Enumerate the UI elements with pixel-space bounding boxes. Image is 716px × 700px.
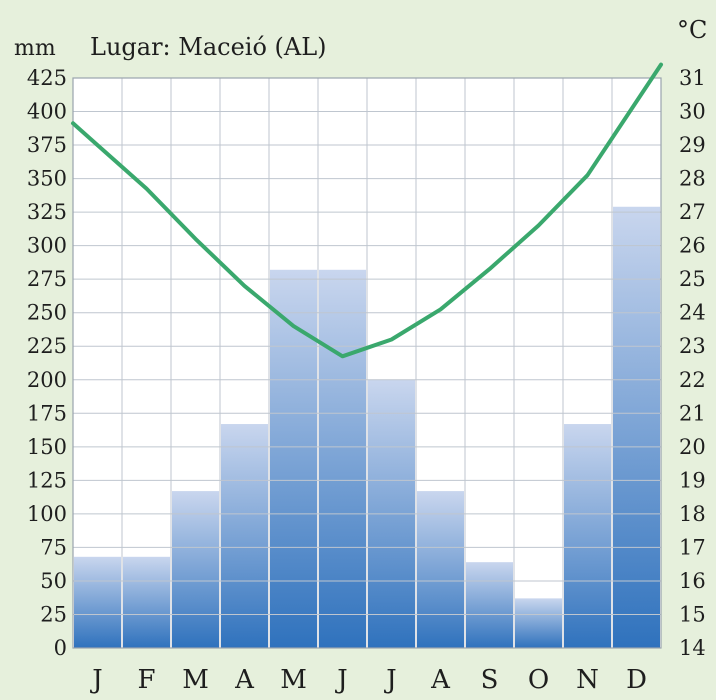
month-tick-label: M xyxy=(280,665,307,695)
left-tick-label: 250 xyxy=(27,301,67,325)
left-tick-label: 425 xyxy=(27,66,67,90)
left-tick-label: 25 xyxy=(40,602,67,626)
left-axis-unit: mm xyxy=(14,36,56,61)
left-tick-label: 0 xyxy=(54,636,67,660)
precipitation-bars xyxy=(74,206,660,649)
precipitation-bar xyxy=(613,206,660,649)
month-tick-label: A xyxy=(234,665,255,695)
right-tick-label: 31 xyxy=(679,66,706,90)
left-tick-label: 400 xyxy=(27,100,67,124)
temperature-line xyxy=(71,62,663,359)
month-tick-label: N xyxy=(576,665,599,695)
month-tick-label: J xyxy=(383,665,396,695)
right-tick-label: 14 xyxy=(679,636,706,660)
month-tick-label: S xyxy=(481,665,499,695)
right-tick-label: 24 xyxy=(679,301,706,325)
left-tick-label: 350 xyxy=(27,167,67,191)
left-tick-label: 100 xyxy=(27,502,67,526)
right-tick-label: 17 xyxy=(679,535,706,559)
precipitation-bar xyxy=(221,424,268,648)
precipitation-bar xyxy=(319,269,366,648)
right-tick-label: 19 xyxy=(679,468,706,492)
right-axis-unit: °C xyxy=(677,16,707,44)
left-tick-label: 325 xyxy=(27,200,67,224)
precipitation-bar xyxy=(172,491,219,648)
month-tick-label: A xyxy=(430,665,451,695)
precipitation-bar xyxy=(417,491,464,648)
month-tick-label: F xyxy=(137,665,155,695)
right-tick-label: 22 xyxy=(679,368,706,392)
left-tick-label: 125 xyxy=(27,468,67,492)
right-tick-label: 29 xyxy=(679,133,706,157)
left-tick-label: 300 xyxy=(27,234,67,258)
right-tick-label: 20 xyxy=(679,435,706,459)
left-tick-label: 75 xyxy=(40,535,67,559)
precipitation-bar xyxy=(515,598,562,648)
right-tick-label: 23 xyxy=(679,334,706,358)
left-tick-label: 225 xyxy=(27,334,67,358)
right-tick-label: 27 xyxy=(679,200,706,224)
left-axis-ticks: 4254003753503253002752502252001751501251… xyxy=(27,66,67,660)
right-tick-label: 26 xyxy=(679,234,706,258)
left-tick-label: 50 xyxy=(40,569,67,593)
right-tick-label: 21 xyxy=(679,401,706,425)
left-tick-label: 175 xyxy=(27,401,67,425)
right-tick-label: 30 xyxy=(679,100,706,124)
right-axis-ticks: 31 30 29 28 27 26 25 24 23 22 21 20 19 18 17 16 15 14 xyxy=(679,66,706,660)
right-tick-label: 16 xyxy=(679,569,706,593)
month-tick-label: J xyxy=(334,665,347,695)
month-tick-label: M xyxy=(182,665,209,695)
grid-lines xyxy=(73,78,661,648)
precipitation-bar xyxy=(564,424,611,648)
precipitation-bar xyxy=(123,556,170,648)
left-tick-label: 150 xyxy=(27,435,67,459)
plot-border xyxy=(72,77,662,649)
left-tick-label: 275 xyxy=(27,267,67,291)
precipitation-bar xyxy=(270,269,317,648)
right-tick-label: 25 xyxy=(679,267,706,291)
right-tick-label: 15 xyxy=(679,602,706,626)
right-tick-label: 28 xyxy=(679,167,706,191)
month-tick-label: O xyxy=(528,665,549,695)
precipitation-bar xyxy=(466,562,513,648)
month-tick-label: J xyxy=(89,665,102,695)
precipitation-bar xyxy=(74,556,121,648)
right-tick-label: 18 xyxy=(679,502,706,526)
month-tick-label: D xyxy=(626,665,647,695)
left-tick-label: 375 xyxy=(27,133,67,157)
left-tick-label: 200 xyxy=(27,368,67,392)
chart-title: Lugar: Maceió (AL) xyxy=(90,33,327,61)
